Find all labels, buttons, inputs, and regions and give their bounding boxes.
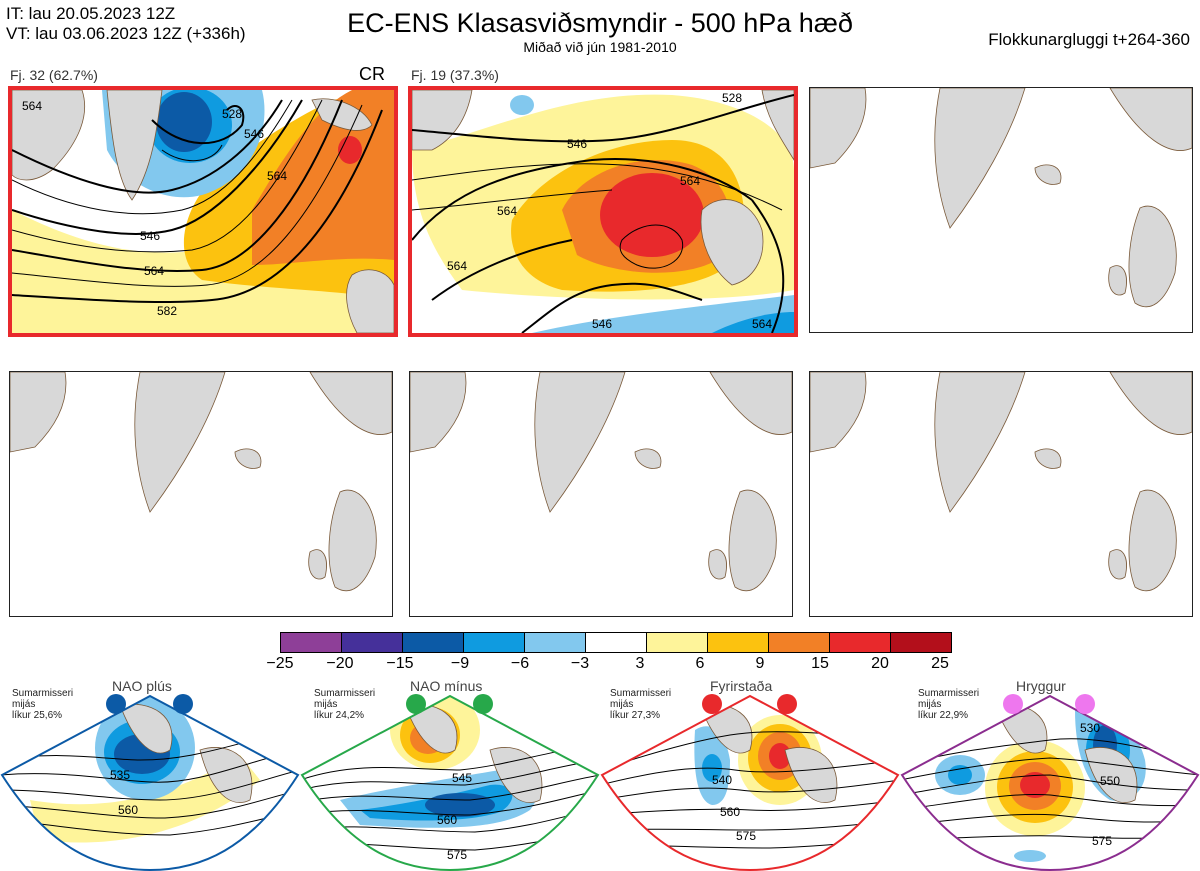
contour-label: 575 [447,848,467,862]
colorbar-tick: 15 [811,655,829,672]
colorbar-tick: 3 [635,655,645,672]
regime-info: Sumarmisseri mijás líkur 25,6% [12,688,74,721]
empty-map-panel-4 [9,371,393,617]
colorbar-tick: 25 [931,655,949,672]
regime-marker-dot [1003,694,1023,714]
panel2-label: Fj. 19 (37.3%) [411,67,499,83]
coastline-map [10,372,392,592]
contour-label: 560 [437,813,457,827]
colorbar-swatch [342,633,403,652]
contour-label: 575 [1092,834,1112,848]
contour-label: 564 [752,317,772,331]
contour-label: 546 [592,317,612,331]
contour-label: 546 [567,137,587,151]
regime-info: Sumarmisseri mijás líkur 27,3% [610,688,672,721]
regime-name: Fyrirstaða [710,678,773,694]
coastline-map [410,372,792,592]
header-info: IT: lau 20.05.2023 12Z VT: lau 03.06.202… [6,4,246,44]
regime-map-nao-minus: 545 560 575 [300,694,600,871]
regime-name: Hryggur [1016,678,1066,694]
contour-label: 564 [497,204,517,218]
contour-label: 540 [712,773,732,787]
regime-name: NAO plús [112,678,172,694]
coastline-map [810,372,1192,592]
colorbar-tick: 9 [755,655,765,672]
contour-label: 560 [720,805,740,819]
page-title: EC-ENS Klasasviðsmyndir - 500 hPa hæð [347,8,853,38]
empty-map-panel-3 [809,87,1193,333]
contour-label: 564 [447,259,467,273]
colorbar-tick: −6 [510,655,530,672]
colorbar-swatch [891,633,951,652]
colorbar-swatch [647,633,708,652]
colorbar-swatch [586,633,647,652]
contour-label: 535 [110,768,130,782]
regime-marker-dot [406,694,426,714]
contour-label: 560 [118,803,138,817]
coastline-map [810,88,1192,308]
colorbar-swatch [830,633,891,652]
regime-marker-dot [777,694,797,714]
contour-label: 564 [144,264,164,278]
regime-marker-dot [106,694,126,714]
colorbar-tick: −20 [326,655,354,672]
contour-label: 546 [140,229,160,243]
contour-label: 582 [157,304,177,318]
regime-marker-dot [702,694,722,714]
colorbar [280,632,952,653]
contour-label: 545 [452,771,472,785]
colorbar-tick: −9 [450,655,470,672]
regime-marker-dot [1075,694,1095,714]
cluster-panel-2[interactable]: 528 546 564 564 564 546 564 [408,86,798,337]
contour-label: 530 [1080,721,1100,735]
regime-marker-dot [173,694,193,714]
panel1-tag: CR [359,64,385,84]
cluster-map-1: 564 528 546 564 546 564 582 [12,90,394,333]
contour-label: 546 [244,127,264,141]
page-subtitle: Miðað við jún 1981-2010 [523,39,677,55]
valid-time: VT: lau 03.06.2023 12Z (+336h) [6,24,246,43]
empty-map-panel-5 [409,371,793,617]
cluster-map-2: 528 546 564 564 564 546 564 [412,90,794,333]
contour-label: 564 [22,99,42,113]
contour-label: 528 [722,91,742,105]
initial-time: IT: lau 20.05.2023 12Z [6,4,176,23]
colorbar-swatch [769,633,830,652]
empty-map-panel-6 [809,371,1193,617]
colorbar-swatch [403,633,464,652]
colorbar-tick: −3 [570,655,590,672]
regime-name: NAO mínus [410,678,483,694]
colorbar-swatch [525,633,586,652]
colorbar-tick: 6 [695,655,705,672]
colorbar-tick: −15 [386,655,414,672]
cluster-panel-1[interactable]: 564 528 546 564 546 564 582 [8,86,398,337]
colorbar-swatch [708,633,769,652]
contour-label: 564 [267,169,287,183]
regime-map-blocking: 540 560 575 [600,694,900,871]
regime-info: Sumarmisseri mijás líkur 22,9% [918,688,980,721]
regime-info: Sumarmisseri mijás líkur 24,2% [314,688,376,721]
panel1-label: Fj. 32 (62.7%) [10,67,98,83]
contour-label: 528 [222,107,242,121]
colorbar-swatch [464,633,525,652]
classification-window: Flokkunargluggi t+264-360 [988,30,1190,49]
colorbar-swatch [281,633,342,652]
colorbar-tick: −25 [266,655,294,672]
contour-label: 550 [1100,774,1120,788]
contour-label: 564 [680,174,700,188]
contour-label: 575 [736,829,756,843]
regime-map-nao-plus: 535 560 [0,694,300,871]
regime-marker-dot [473,694,493,714]
regime-map-ridge: 530 550 575 [900,694,1200,871]
colorbar-tick: 20 [871,655,889,672]
